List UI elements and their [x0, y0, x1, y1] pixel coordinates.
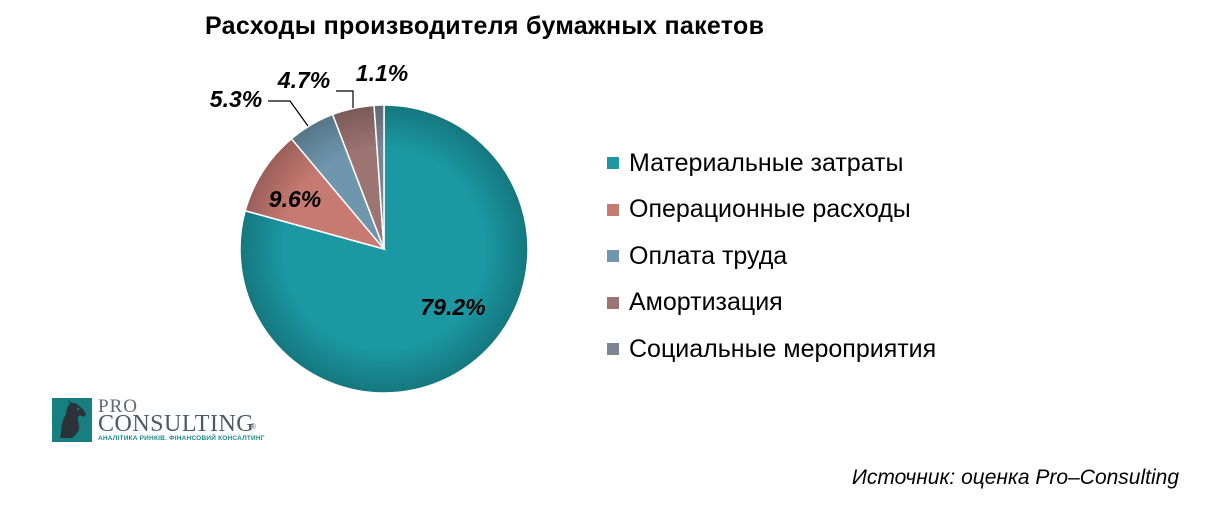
- legend-item: Материальные затраты: [607, 140, 936, 187]
- data-label: 9.6%: [269, 186, 321, 212]
- data-label: 1.1%: [356, 60, 408, 86]
- data-label: 4.7%: [277, 67, 330, 93]
- legend-item: Операционные расходы: [607, 187, 936, 234]
- logo-pro-text: PRO: [98, 396, 138, 417]
- legend-label: Материальные затраты: [629, 148, 904, 177]
- legend-label: Оплата труда: [629, 241, 788, 270]
- legend-item: Оплата труда: [607, 233, 936, 280]
- pie-slice: [239, 104, 529, 394]
- logo-tagline: АНАЛІТИКА РИНКІВ. ФІНАНСОВИЙ КОНСАЛТИНГ: [98, 435, 265, 442]
- horse-logo-icon: [52, 398, 92, 442]
- legend-swatch: [607, 250, 619, 263]
- data-label: 5.3%: [210, 86, 262, 112]
- legend-label: Амортизация: [629, 288, 783, 317]
- legend-label: Операционные расходы: [629, 195, 911, 224]
- pie-slice: [244, 137, 387, 251]
- logo-consulting-text: CONSULTING: [98, 411, 255, 437]
- legend-item: Социальные мероприятия: [607, 326, 936, 373]
- chart-title: Расходы производителя бумажных пакетов: [205, 12, 765, 40]
- legend-swatch: [607, 343, 619, 356]
- pie-slice: [373, 104, 385, 250]
- chart-legend: Материальные затраты Операционные расход…: [607, 140, 936, 373]
- data-label: 79.2%: [420, 294, 485, 320]
- legend-swatch: [607, 296, 619, 309]
- leader-line: [268, 100, 309, 127]
- legend-item: Амортизация: [607, 280, 936, 327]
- logo-registered-mark: ®: [250, 422, 256, 431]
- leader-line: [336, 90, 354, 108]
- legend-label: Социальные мероприятия: [629, 334, 937, 363]
- legend-swatch: [607, 157, 619, 170]
- legend-swatch: [607, 203, 619, 216]
- source-note: Источник: оценка Pro–Consulting: [851, 466, 1179, 489]
- pro-consulting-logo: PRO CONSULTING ® АНАЛІТИКА РИНКІВ. ФІНАН…: [52, 396, 265, 446]
